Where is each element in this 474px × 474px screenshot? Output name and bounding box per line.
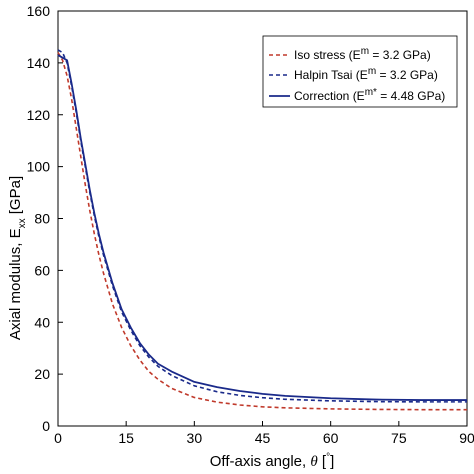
legend-box: [262, 35, 458, 108]
series-line-correction: [57, 54, 467, 401]
x-tick-label: 75: [391, 430, 407, 446]
tick-labels: 0 15 30 45 60 75 90 0 20 40 60 80 100 120 140 160: [27, 3, 474, 446]
y-tick-label: 40: [34, 314, 50, 330]
series-lines: [57, 49, 467, 411]
legend: Iso stress (Em = 3.2 GPa) Halpin Tsai (E…: [262, 35, 458, 108]
y-tick-label: 80: [34, 211, 50, 227]
x-tick-label: 0: [54, 430, 62, 446]
x-axis-title: Off-axis angle, θ [°]: [210, 452, 335, 470]
y-tick-label: 160: [27, 3, 51, 19]
legend-entry-iso-stress: Iso stress (Em = 3.2 GPa): [269, 46, 431, 62]
y-tick-label: 20: [34, 366, 50, 382]
y-tick-label: 120: [27, 107, 51, 123]
legend-entry-halpin-tsai: Halpin Tsai (Em = 3.2 GPa): [269, 66, 438, 82]
y-tick-label: 100: [27, 159, 51, 175]
legend-label-correction: Correction (Em* = 4.48 GPa): [294, 87, 445, 103]
legend-label-halpin-tsai: Halpin Tsai (Em = 3.2 GPa): [294, 66, 438, 82]
series-line-iso-stress: [57, 52, 467, 411]
legend-label-iso-stress: Iso stress (Em = 3.2 GPa): [294, 46, 431, 62]
y-tick-label: 0: [42, 418, 50, 434]
axes: [57, 10, 468, 427]
x-tick-label: 30: [187, 430, 203, 446]
x-tick-label: 45: [255, 430, 271, 446]
legend-entry-correction: Correction (Em* = 4.48 GPa): [269, 87, 445, 103]
series-line-halpin-tsai: [57, 49, 467, 403]
y-tick-label: 140: [27, 55, 51, 71]
x-tick-label: 60: [323, 430, 339, 446]
x-tick-label: 90: [459, 430, 474, 446]
x-tick-label: 15: [118, 430, 134, 446]
y-tick-label: 60: [34, 262, 50, 278]
y-axis-title: Axial modulus, Exx [GPa]: [7, 176, 28, 340]
